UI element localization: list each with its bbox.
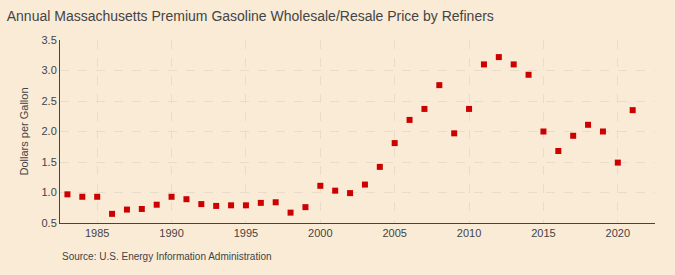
svg-text:0.5: 0.5 — [42, 217, 57, 229]
svg-text:Source: U.S. Energy Informatio: Source: U.S. Energy Information Administ… — [62, 251, 272, 262]
svg-text:3.0: 3.0 — [42, 64, 57, 76]
svg-text:Annual Massachusetts Premium G: Annual Massachusetts Premium Gasoline Wh… — [7, 8, 494, 24]
svg-text:1995: 1995 — [234, 227, 258, 239]
svg-text:1985: 1985 — [85, 227, 109, 239]
svg-text:1990: 1990 — [159, 227, 183, 239]
svg-text:2005: 2005 — [382, 227, 406, 239]
svg-text:3.5: 3.5 — [42, 34, 57, 46]
svg-text:2.0: 2.0 — [42, 125, 57, 137]
svg-text:2010: 2010 — [457, 227, 481, 239]
svg-text:1.0: 1.0 — [42, 186, 57, 198]
svg-text:1.5: 1.5 — [42, 156, 57, 168]
svg-text:2.5: 2.5 — [42, 95, 57, 107]
svg-text:2020: 2020 — [606, 227, 630, 239]
svg-text:Dollars per Gallon: Dollars per Gallon — [18, 87, 30, 175]
svg-text:2015: 2015 — [531, 227, 555, 239]
svg-text:2000: 2000 — [308, 227, 332, 239]
